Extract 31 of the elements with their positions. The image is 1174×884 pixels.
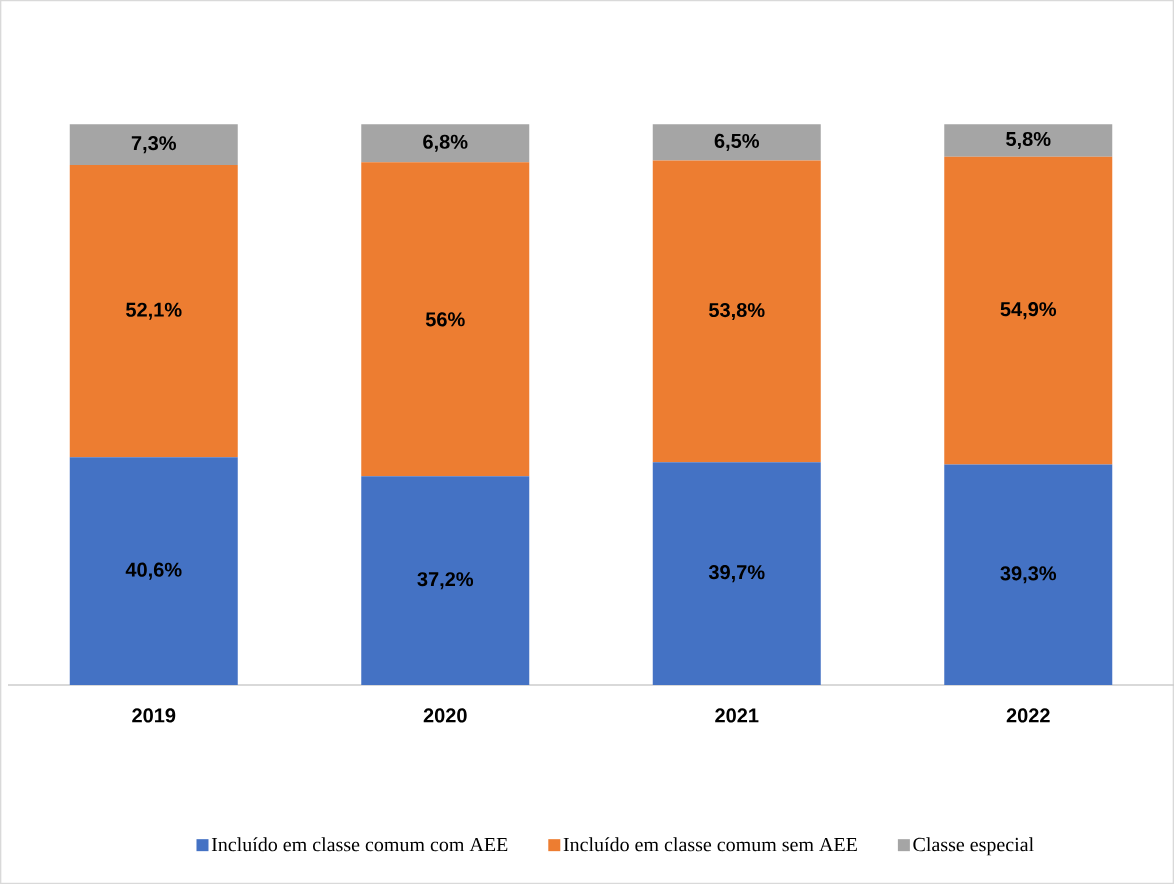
bar — [361, 124, 530, 163]
bar — [69, 165, 238, 458]
x-tick-label: 2021 — [715, 708, 759, 723]
bar — [652, 160, 821, 463]
bar — [69, 457, 238, 685]
data-label: 56% — [425, 312, 465, 327]
bar — [69, 124, 238, 166]
data-label: 39,3% — [1000, 566, 1057, 584]
legend-label: Incluído em classe comum sem AEE — [563, 837, 857, 852]
data-label: 53,8% — [709, 302, 765, 320]
data-label: 52,1% — [126, 302, 182, 320]
legend-label: Incluído em classe comum com AEE — [211, 837, 508, 852]
data-label: 6,5% — [714, 133, 760, 151]
bar — [652, 462, 821, 685]
data-label: 40,6% — [125, 562, 182, 580]
x-tick-label: 2019 — [132, 708, 176, 723]
bar — [944, 124, 1113, 157]
data-label: 39,7% — [708, 565, 765, 583]
bar — [944, 464, 1113, 685]
x-tick-label: 2020 — [423, 708, 467, 723]
data-label: 6,8% — [423, 134, 468, 152]
legend-label: Classe especial — [913, 837, 1034, 856]
x-tick-label: 2022 — [1006, 708, 1050, 723]
bar — [652, 124, 821, 161]
bar — [944, 156, 1113, 465]
bar — [361, 476, 530, 685]
data-label: 54,9% — [1000, 302, 1057, 320]
data-label: 37,2% — [417, 572, 474, 590]
data-label: 5,8% — [1006, 131, 1051, 149]
bar — [361, 162, 530, 477]
data-label: 7,3% — [131, 136, 177, 154]
